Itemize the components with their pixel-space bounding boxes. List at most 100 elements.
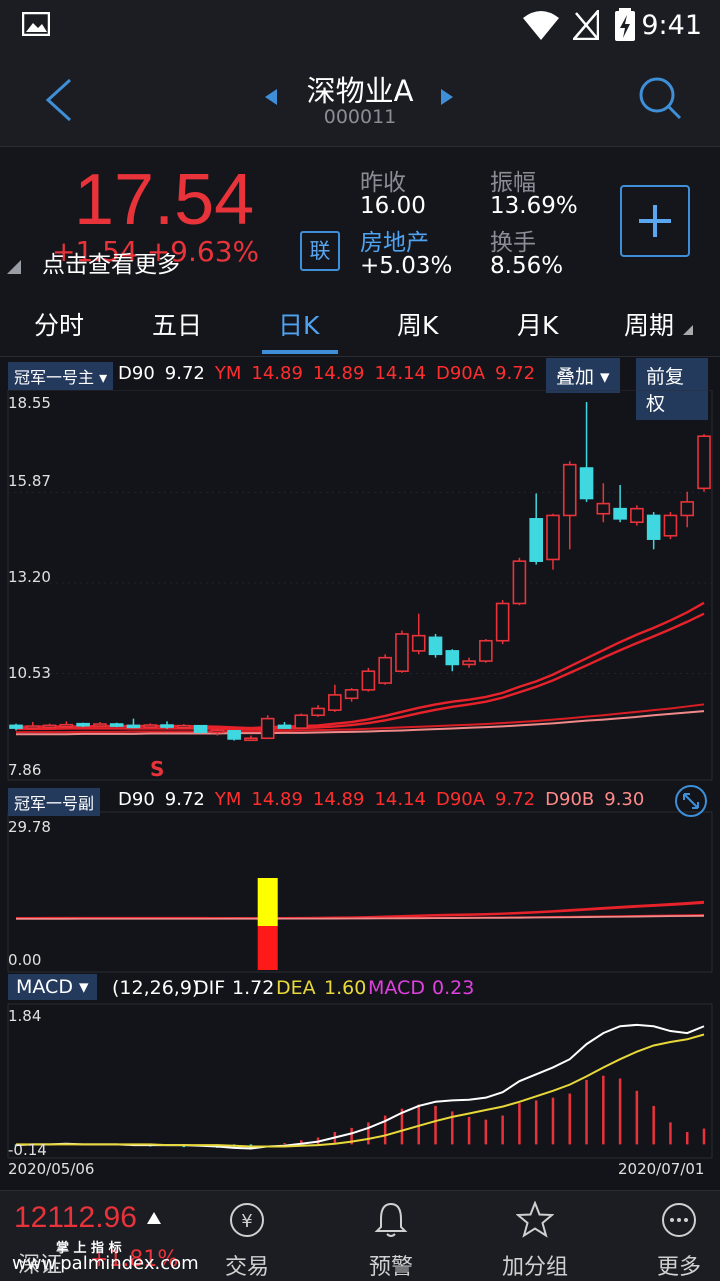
candle-body — [126, 724, 141, 729]
sub-frame — [7, 811, 713, 973]
indicator-value: 14.14 — [374, 789, 426, 810]
prev-close-label: 昨收 — [360, 170, 406, 196]
candle-body — [260, 717, 275, 740]
nav-alert[interactable]: 预警 — [368, 1255, 413, 1280]
indicator-value: 9.30 — [604, 789, 645, 810]
main-frame — [7, 390, 713, 781]
candle-body — [512, 560, 527, 605]
candle-body — [361, 670, 376, 691]
candle-body — [160, 724, 174, 728]
kline-chart[interactable] — [0, 390, 720, 1190]
add-watchlist-button[interactable] — [620, 185, 690, 257]
wifi-icon — [523, 11, 559, 40]
main-indicator-select[interactable]: 冠军一号主 ▾ — [8, 362, 114, 390]
sub-indicator-select[interactable]: 冠军一号副 — [8, 788, 101, 816]
image-icon — [22, 12, 50, 36]
candle-body — [210, 729, 225, 734]
macd-value: 0.23 — [432, 977, 475, 999]
watermark-url: www.palmindex.com — [12, 1253, 199, 1274]
tab-daily-k[interactable]: 日K — [278, 311, 320, 340]
macd-select[interactable]: MACD ▾ — [8, 974, 97, 1000]
macd-axis-min: -0.14 — [8, 1141, 47, 1159]
status-bar: 9:41 — [0, 0, 720, 52]
indicator-value: 9.72 — [164, 363, 205, 384]
candle-body — [143, 724, 158, 728]
indicator-value: 14.89 — [312, 363, 365, 384]
candle-body — [76, 722, 90, 727]
corner-triangle-icon — [7, 260, 21, 274]
main-axis-4: 10.53 — [8, 664, 51, 682]
dropdown-corner-icon — [683, 325, 693, 335]
tab-intraday[interactable]: 分时 — [34, 311, 85, 340]
next-stock-icon[interactable] — [440, 88, 454, 106]
sub-axis-max: 29.78 — [8, 818, 51, 836]
candle-body — [328, 694, 342, 711]
candle-body — [562, 463, 577, 517]
prev-close-value: 16.00 — [360, 193, 426, 219]
ma-line-ym — [16, 601, 705, 730]
view-more-tip[interactable]: 点击查看更多 — [42, 252, 180, 278]
prev-stock-icon[interactable] — [264, 88, 278, 106]
candle-body — [177, 724, 191, 729]
macd-row: MACD ▾ (12,26,9) DIF 1.72 DEA 1.60 MACD … — [8, 974, 718, 1004]
battery-charging-icon — [615, 8, 635, 41]
candle-body — [311, 707, 325, 717]
indicator-value: D90A — [435, 363, 486, 384]
status-time: 9:41 — [641, 10, 702, 41]
candle-body — [596, 502, 611, 515]
index-value[interactable]: 12112.96 — [14, 1201, 137, 1234]
tab-period[interactable]: 周期 — [624, 311, 675, 340]
tab-weekly-k[interactable]: 周K — [397, 311, 439, 340]
nav-add-group[interactable]: 加分组 — [501, 1255, 568, 1280]
amplitude-label: 振幅 — [490, 170, 536, 196]
tab-five-day[interactable]: 五日 — [152, 311, 203, 340]
candle-body — [344, 689, 359, 700]
candle-body — [42, 724, 57, 729]
ma-line-d90 — [16, 703, 705, 734]
date-end: 2020/07/01 — [618, 1160, 705, 1178]
candle-body — [680, 501, 695, 517]
sector-link[interactable]: 房地产 — [360, 230, 429, 256]
search-icon[interactable] — [638, 76, 682, 120]
indicator-value: YM — [214, 789, 242, 810]
restore-button[interactable]: 前复权 — [636, 358, 708, 420]
nav-trade[interactable]: 交易 — [224, 1255, 269, 1280]
candle-body — [109, 723, 124, 727]
indicator-value: 9.72 — [164, 789, 205, 810]
candle-body — [646, 514, 661, 540]
candle-body — [462, 660, 476, 666]
candle-body — [244, 737, 258, 742]
candle-body — [411, 634, 426, 652]
candle-body — [428, 636, 443, 656]
indicator-value: D90 — [118, 789, 155, 810]
nav-more[interactable]: 更多 — [656, 1255, 701, 1280]
amplitude-value: 13.69% — [490, 193, 578, 219]
indicator-value: 9.72 — [495, 363, 536, 384]
candle-body — [193, 724, 208, 733]
overlay-label: 叠加 — [556, 366, 595, 388]
overlay-button[interactable]: 叠加 ▾ — [546, 358, 620, 393]
sell-signal-mark: S — [150, 757, 165, 781]
watermark-cn: 掌 上 指 标 — [56, 1241, 122, 1256]
index-name: 深证 — [18, 1253, 63, 1278]
dea-line — [16, 1033, 705, 1148]
active-tab-indicator — [262, 350, 338, 354]
related-button[interactable]: 联 — [300, 231, 340, 271]
chart-grid — [7, 390, 713, 1159]
ma-line-d90b — [16, 710, 705, 736]
last-price: 17.54 — [74, 160, 255, 240]
dif-line — [15, 1023, 705, 1150]
candle-body — [579, 467, 594, 500]
expand-icon[interactable] — [674, 784, 708, 818]
macd-axis-max: 1.84 — [8, 1007, 42, 1025]
tab-monthly-k[interactable]: 月K — [517, 311, 559, 340]
back-icon[interactable] — [44, 78, 74, 122]
sub-axis-min: 0.00 — [8, 951, 42, 969]
dif-value: 1.72 — [232, 977, 275, 999]
candle-body — [697, 435, 711, 490]
svg-text:¥: ¥ — [241, 1211, 252, 1232]
quote-panel: 17.54 +1.54 +9.63% 点击查看更多 联 昨收 16.00 房地产… — [0, 146, 720, 293]
main-indicator-select-label: 冠军一号主 — [14, 368, 95, 387]
macd-frame — [7, 1003, 713, 1159]
period-tabs: 分时 五日 日K 周K 月K 周期 — [0, 292, 720, 357]
